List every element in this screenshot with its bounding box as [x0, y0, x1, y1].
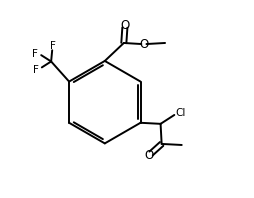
Text: F: F	[50, 41, 56, 51]
Text: O: O	[144, 149, 154, 162]
Text: Cl: Cl	[176, 108, 186, 118]
Text: O: O	[120, 18, 130, 31]
Text: F: F	[33, 65, 39, 75]
Text: O: O	[139, 38, 149, 50]
Text: F: F	[32, 49, 38, 59]
